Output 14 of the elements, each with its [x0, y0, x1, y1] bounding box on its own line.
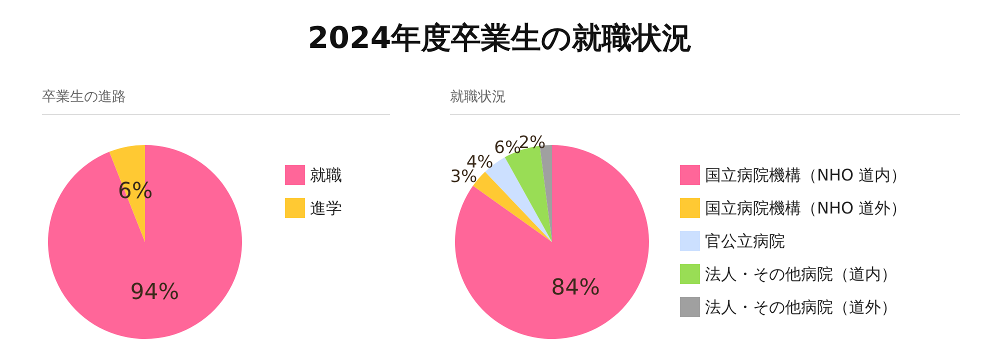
legend-label: 国立病院機構（NHO 道内） [705, 166, 907, 184]
chart-subtitle: 就職状況 [450, 88, 960, 115]
data-label: 84% [551, 275, 600, 300]
legend-label: 国立病院機構（NHO 道外） [705, 198, 907, 218]
legend-label: 就職 [310, 166, 342, 184]
legend-label: 官公立病院 [705, 232, 785, 250]
chart-title: 2024年度卒業生の就職状況 [306, 20, 694, 58]
legend-label: 法人・その他病院（道外） [705, 298, 897, 316]
data-label: 6% [494, 138, 522, 158]
legend-label: 進学 [310, 198, 342, 218]
legend-label: 法人・その他病院（道内） [705, 264, 897, 284]
chart-subtitle: 卒業生の進路 [42, 88, 390, 115]
data-label: 94% [130, 280, 180, 306]
data-label: 6% [118, 178, 153, 204]
